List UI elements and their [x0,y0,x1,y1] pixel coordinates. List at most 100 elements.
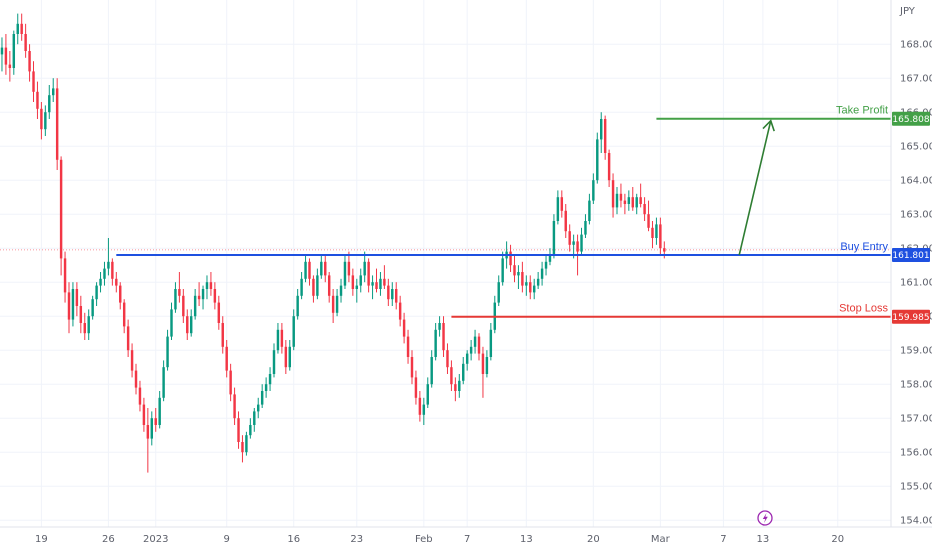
candle-body [525,282,528,286]
candle [12,30,16,75]
lightning-icon[interactable] [757,510,773,526]
candle [367,258,370,293]
currency-label: JPY [899,6,916,17]
candle-body [67,292,71,320]
candle [655,217,658,245]
candle [79,295,83,334]
candle [394,282,398,310]
candle [335,289,339,317]
candle-body [446,350,449,368]
candle-body [119,285,122,303]
candle-body [462,363,465,381]
candle [63,251,67,303]
candle [584,214,587,238]
price-axis: JPY 154.000 155.000 156.000 157.000 158.000 1… [890,0,932,527]
candle-body [355,285,359,289]
candle-body [663,248,666,252]
candle [95,282,98,306]
x-tick-label: 13 [520,534,533,545]
buy-entry-price-label: 161.801 [892,251,929,261]
candle [331,289,335,323]
candle-body [398,302,402,320]
candle-body [600,119,603,140]
candle [627,190,631,211]
candle [458,374,461,398]
candle-body [458,380,461,391]
candle-body [635,197,638,208]
candle [615,187,619,215]
candle-body [245,435,248,453]
candle-body [351,275,355,289]
candle [186,309,189,340]
candle [178,272,181,303]
x-tick-label: 20 [831,534,844,545]
candle [485,350,489,378]
candle [237,411,240,449]
candle-body [280,329,284,347]
candle-body [44,112,47,130]
candle [592,173,595,204]
candle-body [288,346,291,368]
candle [75,282,79,317]
candle-body [268,374,272,385]
candle-body [596,139,599,181]
candle-body [284,346,288,368]
candle-body [292,316,295,347]
candle-body [576,241,579,252]
candle-body [619,193,623,201]
candle-body [217,302,221,323]
candle-body [87,316,90,334]
candle [138,380,142,412]
candle-body [497,282,500,303]
candle-body [603,119,607,153]
candle [24,23,27,58]
candle-body [339,285,343,296]
candle-body [174,289,177,310]
candle-body [469,346,473,354]
candle-body [221,323,224,347]
candle [55,78,59,170]
candle-body [639,197,642,204]
candle-body [347,261,351,276]
candle-body [536,278,540,286]
candle [300,272,303,300]
candle [182,289,185,323]
candle-body [52,88,55,96]
candle [426,377,429,408]
candle [363,251,366,283]
candle [659,217,662,255]
candle-body [276,329,280,351]
x-tick-label: 20 [587,534,600,545]
target-arrow-head [762,119,775,132]
candle-body [308,261,311,279]
candle-body [83,323,86,334]
candle-body [213,289,217,303]
candle-body [572,241,575,245]
candle-body [186,316,189,334]
candle-body [477,336,481,354]
candle-body [327,275,331,296]
candle [8,51,12,82]
candle-body [501,258,504,283]
take-profit-label: Take Profit [836,105,888,117]
candle-body [59,159,63,259]
candle [154,408,157,432]
candle [438,316,441,337]
candle [521,261,524,293]
take-profit-price-box [892,111,930,126]
candle-body [237,418,240,442]
candle [213,282,217,310]
candle-body [20,23,23,34]
candle-body [375,282,378,289]
candle [119,282,122,310]
candle-body [560,197,564,211]
x-tick-label: 19 [35,534,48,545]
candle [387,278,390,306]
buy-entry-price-box [892,247,930,262]
candle-body [107,261,110,269]
candle [489,323,493,361]
candle-body [189,316,193,334]
candle [603,115,607,160]
candle-body [454,384,457,391]
